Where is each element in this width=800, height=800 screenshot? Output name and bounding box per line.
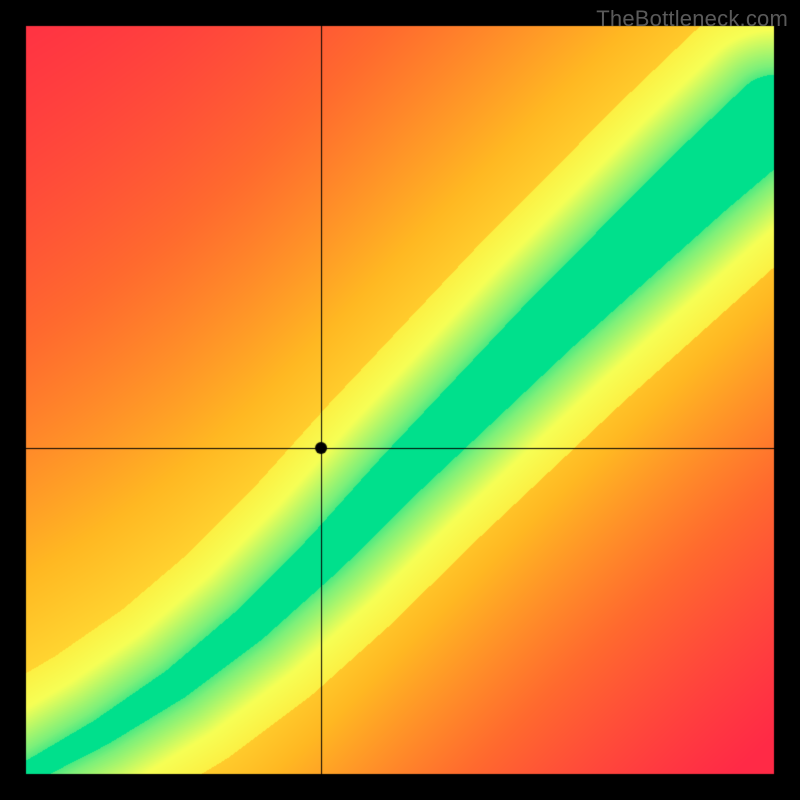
heatmap-canvas: [0, 0, 800, 800]
chart-container: TheBottleneck.com: [0, 0, 800, 800]
watermark-text: TheBottleneck.com: [596, 6, 788, 32]
